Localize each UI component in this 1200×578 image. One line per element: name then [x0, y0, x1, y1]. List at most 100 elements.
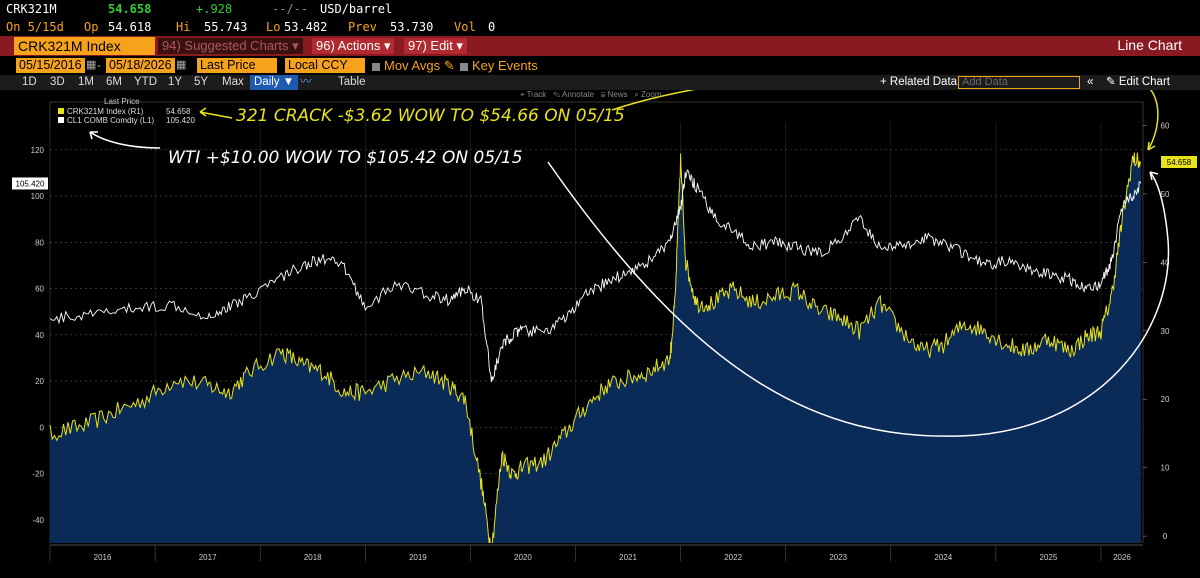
mov-avgs-label: Mov Avgs	[384, 58, 441, 73]
calendar-icon[interactable]: ▦	[86, 59, 97, 71]
start-date-field[interactable]: 05/15/2016	[16, 58, 85, 73]
date-controls: 05/15/2016 ▦ - 05/18/2026 ▦ Last Price L…	[0, 58, 1200, 74]
right-tick-label: 0	[1163, 532, 1168, 541]
open-label: Op	[84, 20, 99, 34]
crack-annotation-loop	[611, 90, 1159, 151]
suggested-charts-button[interactable]: 94) Suggested Charts ▾	[158, 38, 303, 54]
x-tick-label: 2016	[94, 553, 112, 562]
x-tick-label: 2019	[409, 553, 427, 562]
table-button[interactable]: Table	[338, 76, 366, 88]
x-tick-label: 2025	[1040, 553, 1058, 562]
zoom-label: Zoom	[641, 90, 662, 99]
quote-stats: On 5/15d Op 54.618 Hi 55.743 Lo 53.482 P…	[0, 20, 1200, 36]
crack-series-line	[49, 152, 1142, 559]
legend-swatch	[58, 117, 64, 123]
left-tick-label: 80	[35, 238, 44, 247]
period-5y[interactable]: 5Y	[194, 76, 209, 88]
ticker: CRK321M	[6, 2, 57, 16]
x-tick-label: 2020	[514, 553, 532, 562]
edit-menu[interactable]: 97) Edit ▾	[404, 38, 467, 54]
left-tick-label: 100	[31, 192, 45, 201]
left-axis: -40 -20 0 20 40 60 80 100 120 105.420	[12, 146, 48, 525]
news-tool[interactable]: ≣ News	[600, 90, 628, 99]
add-data-input[interactable]: Add Data	[958, 76, 1080, 89]
period-bar: 1D 3D 1M 6M YTD 1Y 5Y Max Daily ▼ 〰 Tabl…	[0, 75, 1200, 90]
legend-swatch	[58, 108, 64, 114]
calendar-icon[interactable]: ▦	[176, 59, 187, 71]
crack-annotation-arrow	[199, 107, 233, 119]
wti-last-badge	[12, 177, 48, 190]
price-change: +.928	[196, 2, 233, 16]
annotate-label: Annotate	[562, 90, 595, 99]
frequency-select[interactable]: Daily ▼	[250, 75, 299, 90]
right-tick-label: 40	[1161, 258, 1170, 267]
end-date-field[interactable]: 05/18/2026	[106, 58, 175, 73]
prev-label: Prev	[348, 20, 377, 34]
annotate-tool[interactable]: ✎ Annotate	[552, 90, 595, 99]
period-max[interactable]: Max	[222, 76, 244, 88]
collapse-icon[interactable]: «	[1087, 76, 1094, 88]
crack-area-fill	[50, 152, 1141, 559]
actions-menu[interactable]: 96) Actions ▾	[312, 38, 395, 54]
edit-chart-button[interactable]: ✎ Edit Chart	[1106, 76, 1170, 88]
period-6m[interactable]: 6M	[106, 76, 122, 88]
x-tick-label: 2026	[1113, 553, 1131, 562]
high-value: 55.743	[204, 20, 248, 34]
period-1d[interactable]: 1D	[22, 76, 37, 88]
security-field[interactable]: CRK321M Index	[14, 37, 155, 55]
low-label: Lo	[266, 20, 281, 34]
track-label: Track	[526, 90, 547, 99]
chart-area[interactable]: -40 -20 0 20 40 60 80 100 120 105.420 0 10 20 30 40 50…	[0, 90, 1200, 578]
x-axis-band	[0, 543, 1200, 578]
right-tick-label: 10	[1161, 464, 1170, 473]
open-value: 54.618	[108, 20, 152, 34]
key-events-label: Key Events	[472, 58, 538, 73]
range-sep: --/--	[272, 2, 309, 16]
legend-item-wti: CL1 COMB Comdty (L1) 105.420	[58, 116, 195, 125]
crack-annotation-text: 321 CRACK -$3.62 WOW TO $54.66 ON 05/15	[236, 106, 625, 126]
period-1m[interactable]: 1M	[78, 76, 94, 88]
period-1y[interactable]: 1Y	[168, 76, 183, 88]
currency-select[interactable]: Local CCY	[285, 58, 365, 73]
x-tick-label: 2024	[934, 553, 952, 562]
left-tick-label: 120	[31, 146, 45, 155]
high-label: Hi	[176, 20, 191, 34]
zoom-tool[interactable]: ⌕ Zoom	[634, 90, 662, 99]
crack-area	[50, 152, 1141, 559]
annotations: 321 CRACK -$3.62 WOW TO $54.66 ON 05/15 W…	[89, 90, 1170, 437]
legend-header: Last Price	[104, 97, 140, 106]
track-tool[interactable]: ⌖ Track	[520, 90, 547, 99]
checkbox-icon	[372, 62, 380, 71]
wti-annotation-loop	[547, 161, 1170, 437]
news-label: News	[607, 90, 628, 99]
x-tick-label: 2022	[724, 553, 742, 562]
x-tick-label: 2023	[829, 553, 847, 562]
period-3d[interactable]: 3D	[50, 76, 65, 88]
crack-last-badge	[1161, 155, 1197, 168]
mov-avgs-toggle[interactable]: Mov Avgs ✎	[372, 58, 455, 73]
left-tick-label: 40	[35, 331, 44, 340]
vol-label: Vol	[454, 20, 476, 34]
wti-series-line	[49, 169, 1142, 383]
date-dash: -	[97, 58, 101, 72]
low-value: 53.482	[284, 20, 328, 34]
legend-value: 54.658	[166, 107, 191, 116]
x-axis: 2016 2017 2018 2019 2020 2021 2022 2023 2024 2025…	[0, 543, 1200, 578]
period-ytd[interactable]: YTD	[134, 76, 157, 88]
chart-type-label: Line Chart	[1117, 37, 1182, 53]
legend-label: CL1 COMB Comdty (L1)	[67, 116, 155, 125]
legend-value: 105.420	[166, 116, 195, 125]
suggested-charts-label: 94) Suggested Charts	[162, 38, 289, 53]
price-field-select[interactable]: Last Price	[197, 58, 277, 73]
vol-value: 0	[488, 20, 496, 34]
chart-style-icon[interactable]: 〰	[300, 76, 312, 88]
related-data-button[interactable]: + Related Data	[880, 76, 958, 88]
right-tick-label: 30	[1161, 327, 1170, 336]
legend: CRK321M Index (R1) 54.658 CL1 COMB Comdt…	[58, 107, 195, 125]
actions-label: 96) Actions	[316, 38, 381, 53]
left-tick-label: 20	[35, 377, 44, 386]
key-events-toggle[interactable]: Key Events	[460, 58, 538, 73]
right-tick-label: 50	[1161, 190, 1170, 199]
x-tick-label: 2018	[304, 553, 322, 562]
legend-label: CRK321M Index (R1)	[67, 107, 144, 116]
